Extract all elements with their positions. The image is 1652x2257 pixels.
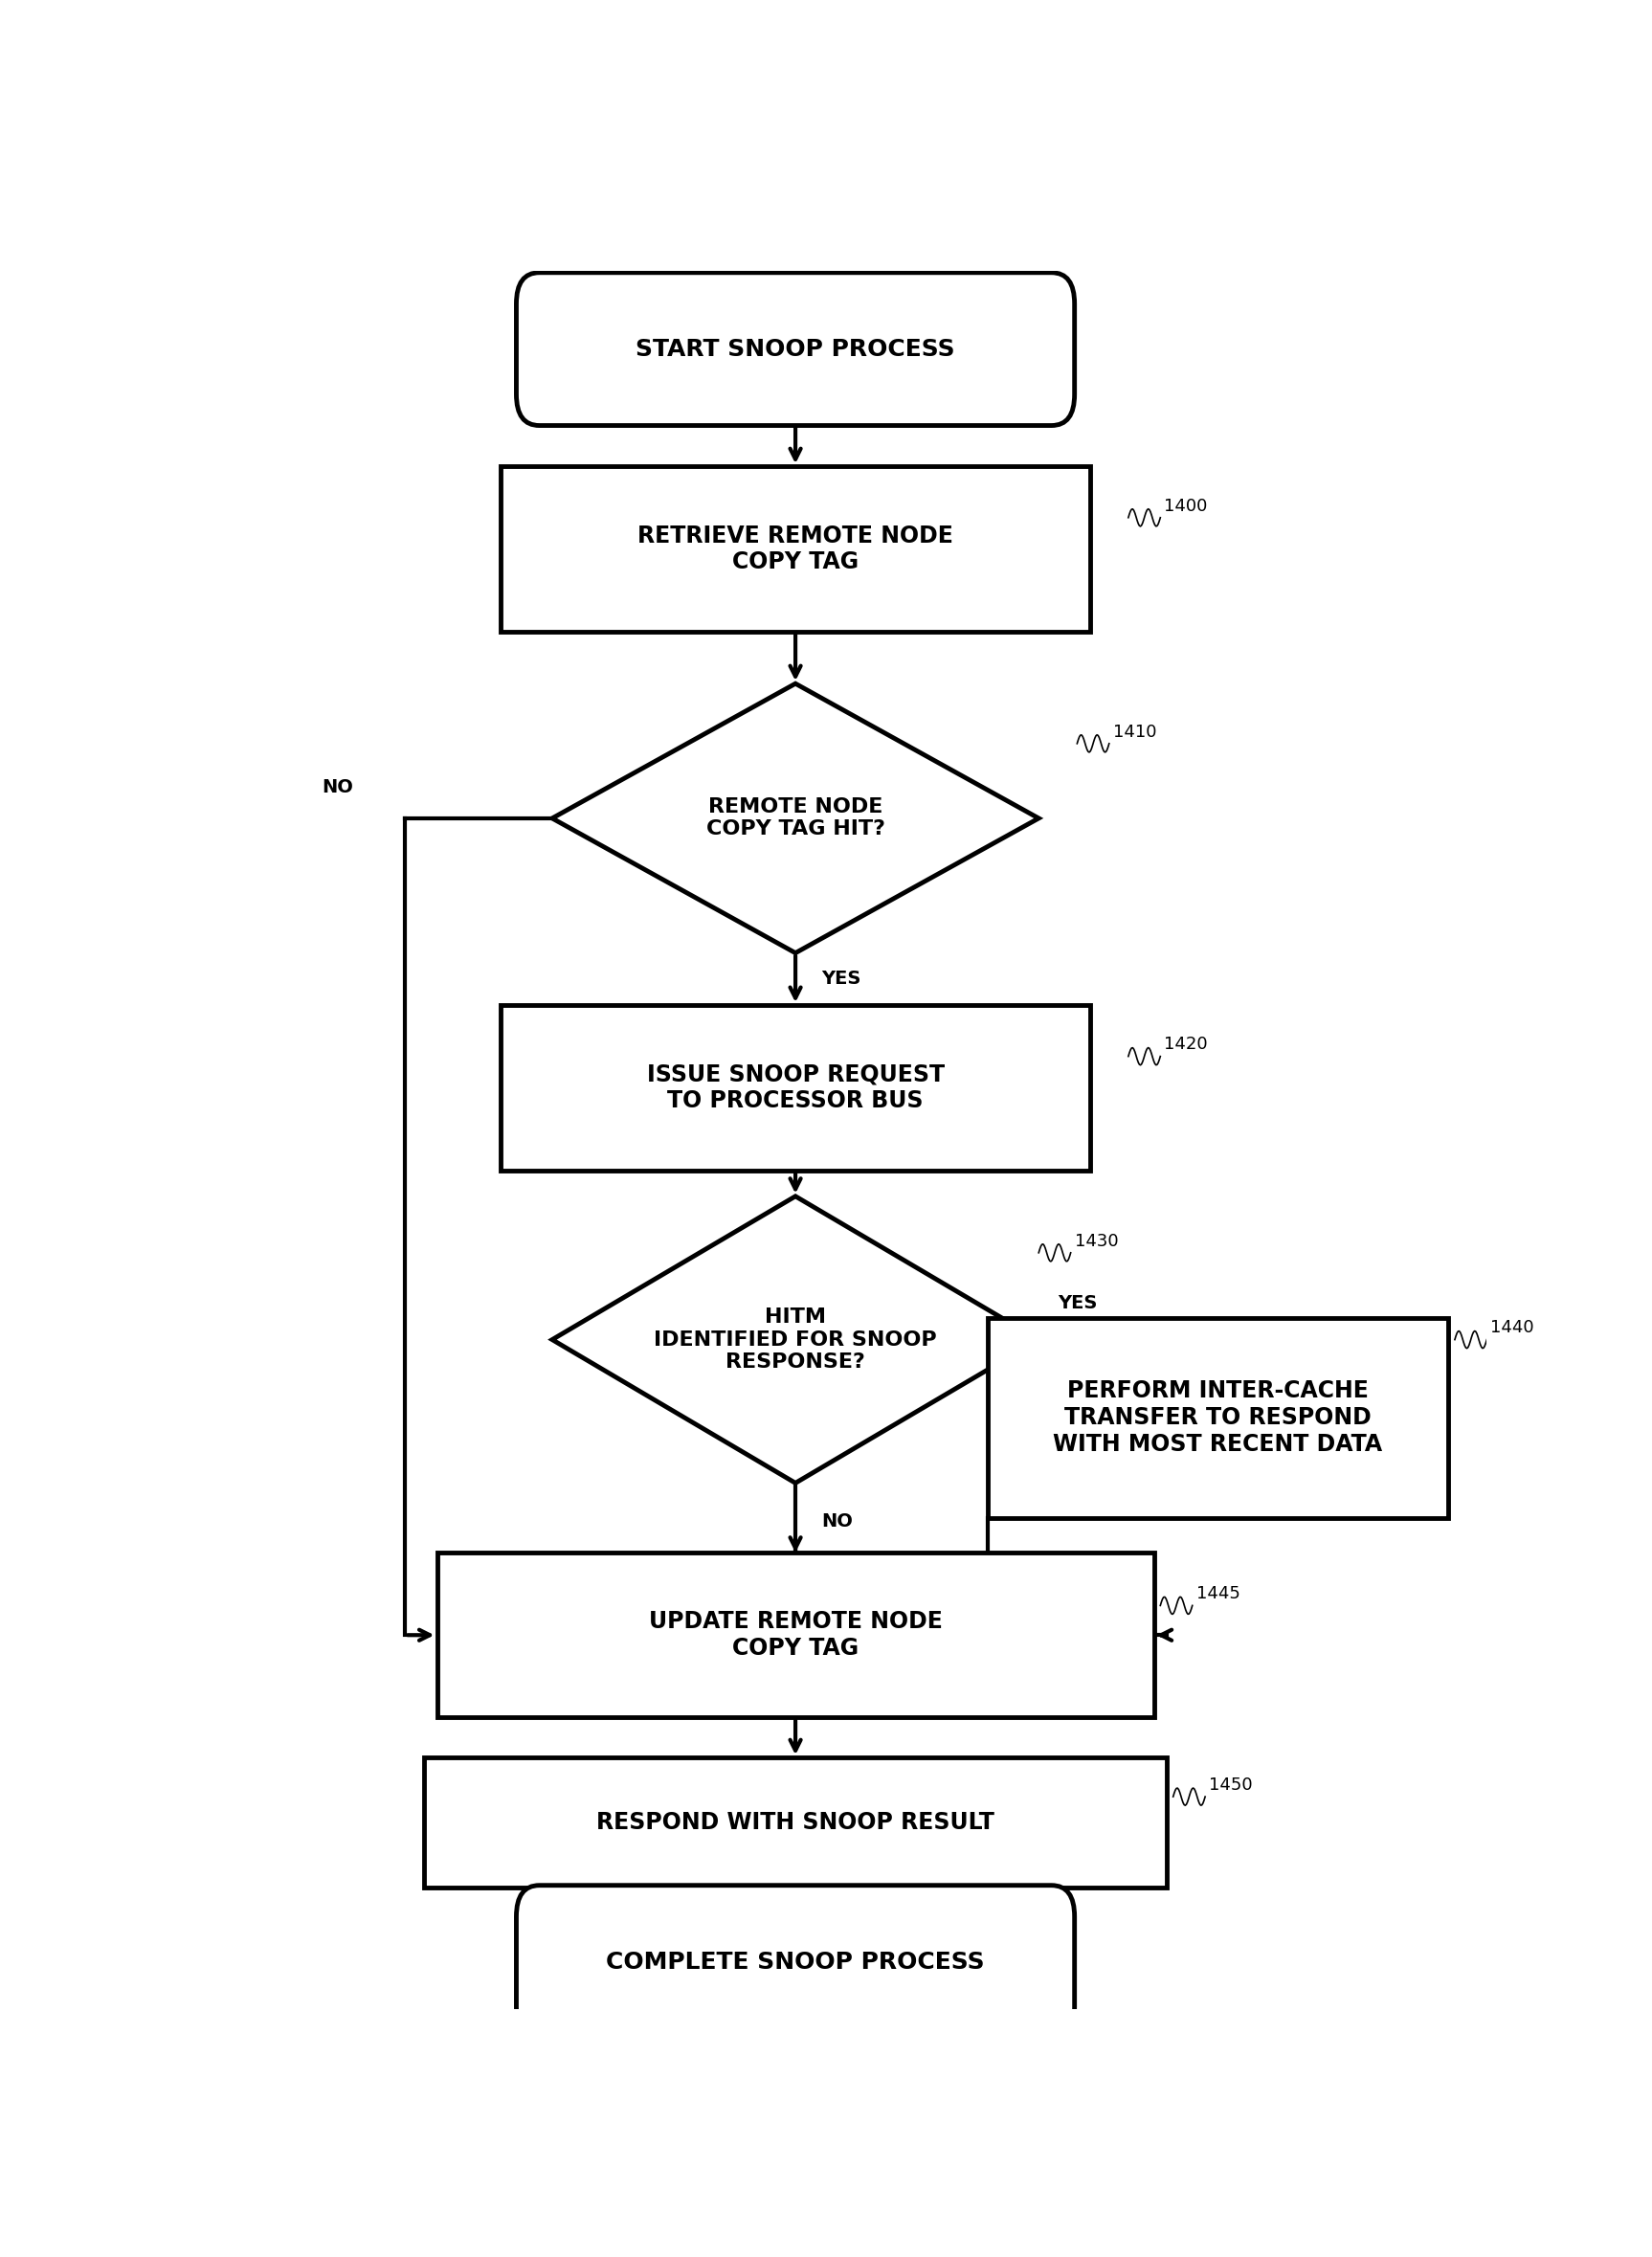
Text: 1440: 1440 bbox=[1490, 1320, 1535, 1336]
FancyBboxPatch shape bbox=[517, 1885, 1074, 2038]
Text: RESPOND WITH SNOOP RESULT: RESPOND WITH SNOOP RESULT bbox=[596, 1812, 995, 1835]
Text: UPDATE REMOTE NODE
COPY TAG: UPDATE REMOTE NODE COPY TAG bbox=[649, 1609, 942, 1659]
Text: RETRIEVE REMOTE NODE
COPY TAG: RETRIEVE REMOTE NODE COPY TAG bbox=[638, 524, 953, 573]
Text: NO: NO bbox=[821, 1512, 852, 1530]
Text: 1445: 1445 bbox=[1196, 1584, 1241, 1602]
Text: 1410: 1410 bbox=[1113, 722, 1156, 740]
Text: YES: YES bbox=[1057, 1293, 1097, 1311]
Text: REMOTE NODE
COPY TAG HIT?: REMOTE NODE COPY TAG HIT? bbox=[705, 797, 885, 840]
Text: 1450: 1450 bbox=[1209, 1776, 1252, 1794]
Text: PERFORM INTER-CACHE
TRANSFER TO RESPOND
WITH MOST RECENT DATA: PERFORM INTER-CACHE TRANSFER TO RESPOND … bbox=[1054, 1379, 1383, 1456]
FancyBboxPatch shape bbox=[501, 467, 1090, 632]
FancyBboxPatch shape bbox=[436, 1553, 1153, 1718]
Text: 1400: 1400 bbox=[1165, 497, 1208, 515]
FancyBboxPatch shape bbox=[501, 1004, 1090, 1169]
Polygon shape bbox=[552, 1196, 1039, 1483]
Text: NO: NO bbox=[322, 779, 354, 797]
FancyBboxPatch shape bbox=[988, 1318, 1449, 1517]
Text: ISSUE SNOOP REQUEST
TO PROCESSOR BUS: ISSUE SNOOP REQUEST TO PROCESSOR BUS bbox=[646, 1063, 945, 1113]
Text: START SNOOP PROCESS: START SNOOP PROCESS bbox=[636, 339, 955, 361]
Polygon shape bbox=[552, 684, 1039, 952]
FancyBboxPatch shape bbox=[425, 1758, 1166, 1887]
Text: HITM
IDENTIFIED FOR SNOOP
RESPONSE?: HITM IDENTIFIED FOR SNOOP RESPONSE? bbox=[654, 1307, 937, 1372]
Text: COMPLETE SNOOP PROCESS: COMPLETE SNOOP PROCESS bbox=[606, 1950, 985, 1973]
Text: 1420: 1420 bbox=[1165, 1036, 1208, 1054]
Text: 1430: 1430 bbox=[1074, 1232, 1118, 1250]
Text: YES: YES bbox=[821, 971, 861, 989]
FancyBboxPatch shape bbox=[517, 273, 1074, 427]
